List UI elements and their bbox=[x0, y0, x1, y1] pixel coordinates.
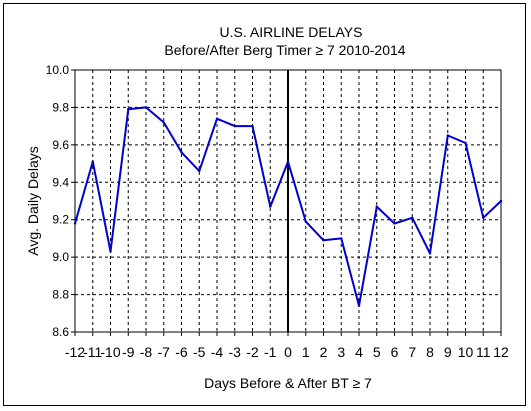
data-point bbox=[109, 250, 112, 253]
x-tick-label: 11 bbox=[476, 344, 491, 360]
x-axis-label: Days Before & After BT ≥ 7 bbox=[204, 375, 372, 391]
x-tick-label: 12 bbox=[493, 344, 509, 360]
y-axis: 8.6 8.8 9.0 9.2 9.4 9.6 9.8 10.0 bbox=[46, 63, 75, 339]
data-point bbox=[180, 151, 183, 154]
data-point bbox=[411, 216, 414, 220]
x-tick-label: -5 bbox=[193, 344, 206, 360]
x-axis: -12-11-10 -9 -8 -7 -6 -5 -4 -3 -2 -1 0 1 2 3 4 5 6 7 8 9 10 1… bbox=[65, 332, 509, 360]
data-point bbox=[73, 222, 77, 225]
x-tick-label: -4 bbox=[211, 344, 224, 360]
data-point bbox=[393, 222, 396, 225]
y-tick-label: 10.0 bbox=[46, 63, 70, 77]
x-tick-label: 1 bbox=[302, 344, 310, 360]
chart-title: U.S. AIRLINE DELAYS bbox=[220, 24, 363, 40]
data-point bbox=[91, 160, 94, 163]
y-tick-label: 9.6 bbox=[52, 138, 69, 152]
y-tick-label: 8.6 bbox=[52, 325, 69, 339]
x-tick-label: 6 bbox=[391, 344, 399, 360]
data-point bbox=[464, 141, 467, 145]
x-tick-label: -1 bbox=[264, 344, 277, 360]
data-point bbox=[215, 117, 219, 120]
y-tick-label: 9.4 bbox=[52, 175, 69, 189]
x-tick-label: -8 bbox=[140, 344, 153, 360]
data-point bbox=[198, 169, 201, 173]
data-point bbox=[144, 106, 148, 109]
x-tick-label: 2 bbox=[320, 344, 328, 360]
x-tick-label: -9 bbox=[122, 344, 135, 360]
x-tick-label: 3 bbox=[337, 344, 345, 360]
x-tick-label: 9 bbox=[444, 344, 452, 360]
y-tick-label: 8.8 bbox=[52, 288, 69, 302]
x-tick-label: -3 bbox=[229, 344, 242, 360]
x-tick-label: -12 bbox=[65, 344, 85, 360]
x-tick-label: -7 bbox=[158, 344, 171, 360]
y-axis-label: Avg. Daily Delays bbox=[25, 146, 41, 255]
x-tick-label: -10 bbox=[100, 344, 120, 360]
data-point bbox=[162, 121, 165, 124]
data-point bbox=[340, 237, 343, 240]
data-point bbox=[127, 108, 130, 111]
x-tick-label: 5 bbox=[373, 344, 381, 360]
x-tick-label: -2 bbox=[246, 344, 259, 360]
x-tick-label: 0 bbox=[284, 344, 292, 360]
x-tick-label: 7 bbox=[408, 344, 416, 360]
x-tick-label: 10 bbox=[458, 344, 474, 360]
data-point bbox=[233, 124, 236, 128]
data-point bbox=[357, 304, 361, 307]
x-tick-label: 4 bbox=[355, 344, 363, 360]
data-point bbox=[375, 205, 378, 208]
data-point bbox=[428, 252, 432, 255]
y-tick-label: 9.8 bbox=[52, 100, 69, 114]
x-tick-label: 8 bbox=[426, 344, 434, 360]
series-layer bbox=[73, 106, 503, 307]
data-point bbox=[322, 239, 325, 242]
y-tick-label: 9.2 bbox=[52, 213, 69, 227]
data-point bbox=[499, 199, 503, 203]
data-point bbox=[482, 216, 485, 220]
data-point bbox=[446, 134, 449, 137]
data-point bbox=[304, 220, 307, 223]
data-point bbox=[269, 205, 272, 208]
data-point bbox=[251, 124, 254, 128]
x-tick-label: -6 bbox=[175, 344, 188, 360]
chart-subtitle: Before/After Berg Timer ≥ 7 2010-2014 bbox=[164, 42, 405, 58]
data-point bbox=[286, 160, 290, 163]
y-tick-label: 9.0 bbox=[52, 250, 69, 264]
x-tick-label: -11 bbox=[83, 344, 102, 360]
